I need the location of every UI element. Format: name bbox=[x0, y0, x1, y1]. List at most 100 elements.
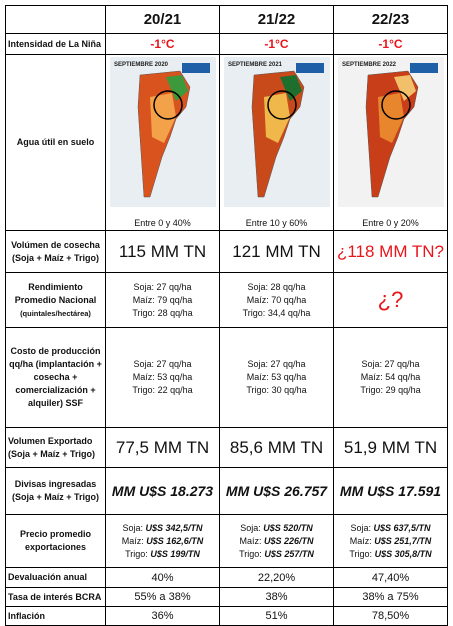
row-label: Volumen Exportado (Soja + Maíz + Trigo) bbox=[5, 427, 106, 468]
cell: Soja: U$S 520/TN Maíz: U$S 226/TN Trigo: U… bbox=[219, 514, 334, 568]
cell: Soja: 28 qq/ha Maíz: 70 qq/ha Trigo: 34,4 … bbox=[219, 272, 334, 328]
cell-line: Soja: 27 qq/ha bbox=[361, 359, 420, 369]
cell: SEPTIEMBRE 2020 Entre 0 y 40% bbox=[105, 54, 220, 231]
cell-line: Maíz: U$S 251,7/TN bbox=[336, 535, 445, 548]
map-caption: Entre 0 y 20% bbox=[362, 218, 419, 228]
row-label-text: Divisas ingresadas (Soja + Maíz + Trigo) bbox=[11, 479, 100, 502]
cell: ¿118 MM TN? bbox=[333, 230, 448, 273]
table-row: Volúmen de cosecha (Soja + Maíz + Trigo)… bbox=[5, 230, 448, 273]
cell-line: Trigo: 30 qq/ha bbox=[246, 385, 307, 395]
row-label-text: Agua útil en suelo bbox=[16, 137, 95, 147]
row-label-text: Precio promedio exportaciones bbox=[19, 529, 91, 552]
cell-line: Trigo: U$S 257/TN bbox=[222, 548, 331, 561]
cell-line: Trigo: U$S 199/TN bbox=[108, 548, 217, 561]
cell-line: Trigo: 28 qq/ha bbox=[132, 307, 193, 318]
table-row: Precio promedio exportaciones Soja: U$S 3… bbox=[5, 514, 448, 568]
cell-line: Soja: U$S 342,5/TN bbox=[108, 522, 217, 535]
column-header: 21/22 bbox=[219, 5, 334, 34]
cell: 121 MM TN bbox=[219, 230, 334, 273]
row-label-text: Devaluación anual bbox=[8, 572, 88, 582]
row-label-text: Rendimiento Promedio Nacional bbox=[14, 281, 97, 305]
cell-line: Trigo: 34,4 qq/ha bbox=[242, 307, 311, 318]
row-label-text: Tasa de interés BCRA bbox=[8, 591, 102, 602]
cell-line: Maíz: 53 qq/ha bbox=[132, 372, 193, 382]
price-name: Maíz: bbox=[349, 535, 372, 546]
price-value: U$S 199/TN bbox=[150, 548, 200, 559]
cell: -1°C bbox=[219, 33, 334, 55]
row-label: Volúmen de cosecha (Soja + Maíz + Trigo) bbox=[5, 230, 106, 273]
cell-line: Trigo: 29 qq/ha bbox=[360, 385, 421, 395]
row-label: Agua útil en suelo bbox=[5, 54, 106, 231]
row-label: Rendimiento Promedio Nacional (quintales/… bbox=[5, 272, 106, 328]
table-row: Divisas ingresadas (Soja + Maíz + Trigo)… bbox=[5, 467, 448, 515]
soil-map: SEPTIEMBRE 2021 bbox=[223, 57, 330, 207]
cell: 85,6 MM TN bbox=[219, 427, 334, 468]
price-value: U$S 637,5/TN bbox=[373, 522, 431, 533]
cell-line: Trigo: U$S 305,8/TN bbox=[336, 548, 445, 561]
cell-line: Maíz: U$S 162,6/TN bbox=[108, 535, 217, 548]
soil-map: SEPTIEMBRE 2022 bbox=[337, 57, 444, 207]
table-row: Rendimiento Promedio Nacional (quintales/… bbox=[5, 272, 448, 328]
price-name: Maíz: bbox=[239, 535, 262, 546]
row-label: Devaluación anual bbox=[5, 567, 106, 588]
cell: -1°C bbox=[105, 33, 220, 55]
row-label-text: Inflación bbox=[8, 610, 46, 621]
table-row: Devaluación anual 40% 22,20% 47,40% bbox=[5, 567, 448, 588]
cell-line: Soja: 27 qq/ha bbox=[133, 359, 192, 369]
cell: 40% bbox=[105, 567, 220, 588]
cell: Soja: 27 qq/ha Maíz: 53 qq/ha Trigo: 30 qq… bbox=[219, 327, 334, 428]
price-name: Trigo: bbox=[349, 548, 373, 559]
map-title: SEPTIEMBRE 2021 bbox=[228, 62, 283, 68]
cell: Soja: 27 qq/ha Maíz: 54 qq/ha Trigo: 29 qq… bbox=[333, 327, 448, 428]
cell: 47,40% bbox=[333, 567, 448, 588]
row-label: Tasa de interés BCRA bbox=[5, 587, 106, 607]
price-value: U$S 520/TN bbox=[263, 522, 313, 533]
cell: MM U$S 17.591 bbox=[333, 467, 448, 515]
row-label: Intensidad de La Niña bbox=[5, 33, 106, 55]
cell: SEPTIEMBRE 2022 Entre 0 y 20% bbox=[333, 54, 448, 231]
table-row: Intensidad de La Niña -1°C -1°C -1°C bbox=[5, 33, 448, 55]
cell-line: Maíz: 70 qq/ha bbox=[246, 294, 307, 305]
cell: 77,5 MM TN bbox=[105, 427, 220, 468]
price-value: U$S 305,8/TN bbox=[374, 548, 432, 559]
price-name: Soja: bbox=[240, 522, 261, 533]
cell: 115 MM TN bbox=[105, 230, 220, 273]
row-label-text: Intensidad de La Niña bbox=[8, 38, 102, 49]
row-label-text: Volumen Exportado (Soja + Maíz + Trigo) bbox=[8, 435, 96, 459]
map-title: SEPTIEMBRE 2022 bbox=[342, 62, 397, 68]
cell: 36% bbox=[105, 606, 220, 626]
comparison-table: 20/21 21/22 22/23 Intensidad de La Niña -1°C… bbox=[5, 5, 448, 626]
cell: Soja: U$S 342,5/TN Maíz: U$S 162,6/TN Trig… bbox=[105, 514, 220, 568]
row-label-text: Costo de producción qq/ha (implantación … bbox=[9, 346, 102, 408]
table-row: Tasa de interés BCRA 55% a 38% 38% 38% a 75… bbox=[5, 587, 448, 607]
cell: 38% bbox=[219, 587, 334, 607]
column-header: 20/21 bbox=[105, 5, 220, 34]
cell-line: Soja: U$S 637,5/TN bbox=[336, 522, 445, 535]
map-caption: Entre 0 y 40% bbox=[134, 218, 191, 228]
price-name: Soja: bbox=[122, 522, 143, 533]
cell: Soja: 27 qq/ha Maíz: 79 qq/ha Trigo: 28 qq… bbox=[105, 272, 220, 328]
table-row: Agua útil en suelo SEPTIEMBRE 2020 Entre 0… bbox=[5, 54, 448, 231]
row-label: Costo de producción qq/ha (implantación … bbox=[5, 327, 106, 428]
cell: 55% a 38% bbox=[105, 587, 220, 607]
cell: -1°C bbox=[333, 33, 448, 55]
cell-line: Maíz: 79 qq/ha bbox=[132, 294, 193, 305]
map-title: SEPTIEMBRE 2020 bbox=[114, 62, 169, 68]
map-caption: Entre 10 y 60% bbox=[245, 218, 308, 228]
row-label-text: Volúmen de cosecha (Soja + Maíz + Trigo) bbox=[11, 239, 100, 263]
cell-line: Soja: U$S 520/TN bbox=[222, 522, 331, 535]
cell-line: Maíz: 53 qq/ha bbox=[246, 372, 307, 382]
cell-line: Soja: 27 qq/ha bbox=[247, 359, 306, 369]
cell: ¿? bbox=[333, 272, 448, 328]
header-row: 20/21 21/22 22/23 bbox=[5, 5, 448, 34]
row-label: Inflación bbox=[5, 606, 106, 626]
cell-line: Soja: 28 qq/ha bbox=[247, 281, 306, 292]
price-name: Soja: bbox=[350, 522, 371, 533]
cell: SEPTIEMBRE 2021 Entre 10 y 60% bbox=[219, 54, 334, 231]
table-row: Inflación 36% 51% 78,50% bbox=[5, 606, 448, 626]
cell: 51% bbox=[219, 606, 334, 626]
price-value: U$S 162,6/TN bbox=[146, 535, 204, 546]
row-label: Precio promedio exportaciones bbox=[5, 514, 106, 568]
price-name: Maíz: bbox=[121, 535, 144, 546]
